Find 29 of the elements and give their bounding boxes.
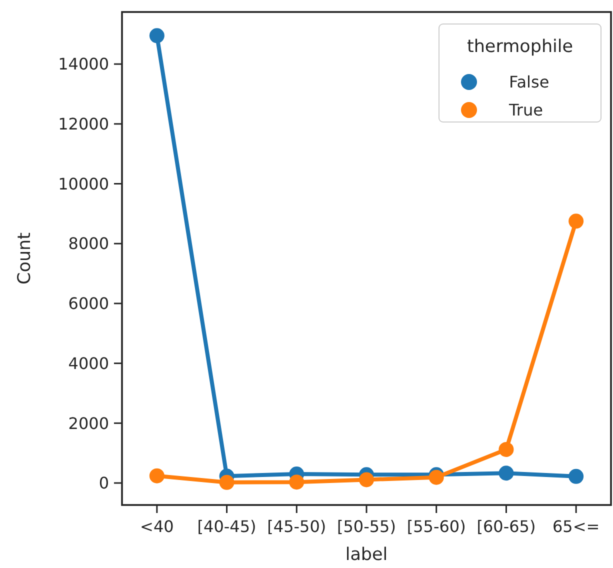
- x-tick-label: <40: [140, 517, 174, 536]
- x-axis-title: label: [345, 545, 388, 565]
- point: [149, 468, 164, 484]
- y-tick-label: 4000: [68, 354, 109, 373]
- point: [568, 468, 584, 484]
- x-tick-label: 65<=: [552, 517, 600, 536]
- y-axis-title: Count: [15, 232, 35, 284]
- x-tick-label: [60-65): [476, 517, 536, 536]
- y-tick-label: 6000: [68, 294, 109, 314]
- point: [498, 466, 514, 481]
- y-tick-label: 12000: [58, 114, 109, 134]
- y-tick-label: 14000: [58, 54, 109, 74]
- point: [498, 442, 514, 457]
- legend-label: True: [508, 100, 543, 120]
- point: [219, 474, 234, 490]
- point: [149, 28, 164, 44]
- x-tick-label: [55-60): [406, 517, 466, 536]
- y-tick-label: 0: [98, 474, 109, 493]
- point: [359, 472, 374, 488]
- x-tick-label: [40-45): [197, 517, 256, 536]
- y-tick-label: 2000: [68, 414, 109, 433]
- legend-title: thermophile: [466, 37, 574, 57]
- point: [568, 214, 584, 229]
- x-tick-label: [45-50): [267, 517, 326, 536]
- y-tick-label: 10000: [58, 174, 109, 194]
- x-tick-label: [50-55): [337, 517, 396, 536]
- y-tick-label: 8000: [68, 234, 109, 254]
- legend-label: False: [509, 72, 550, 92]
- point: [289, 474, 304, 490]
